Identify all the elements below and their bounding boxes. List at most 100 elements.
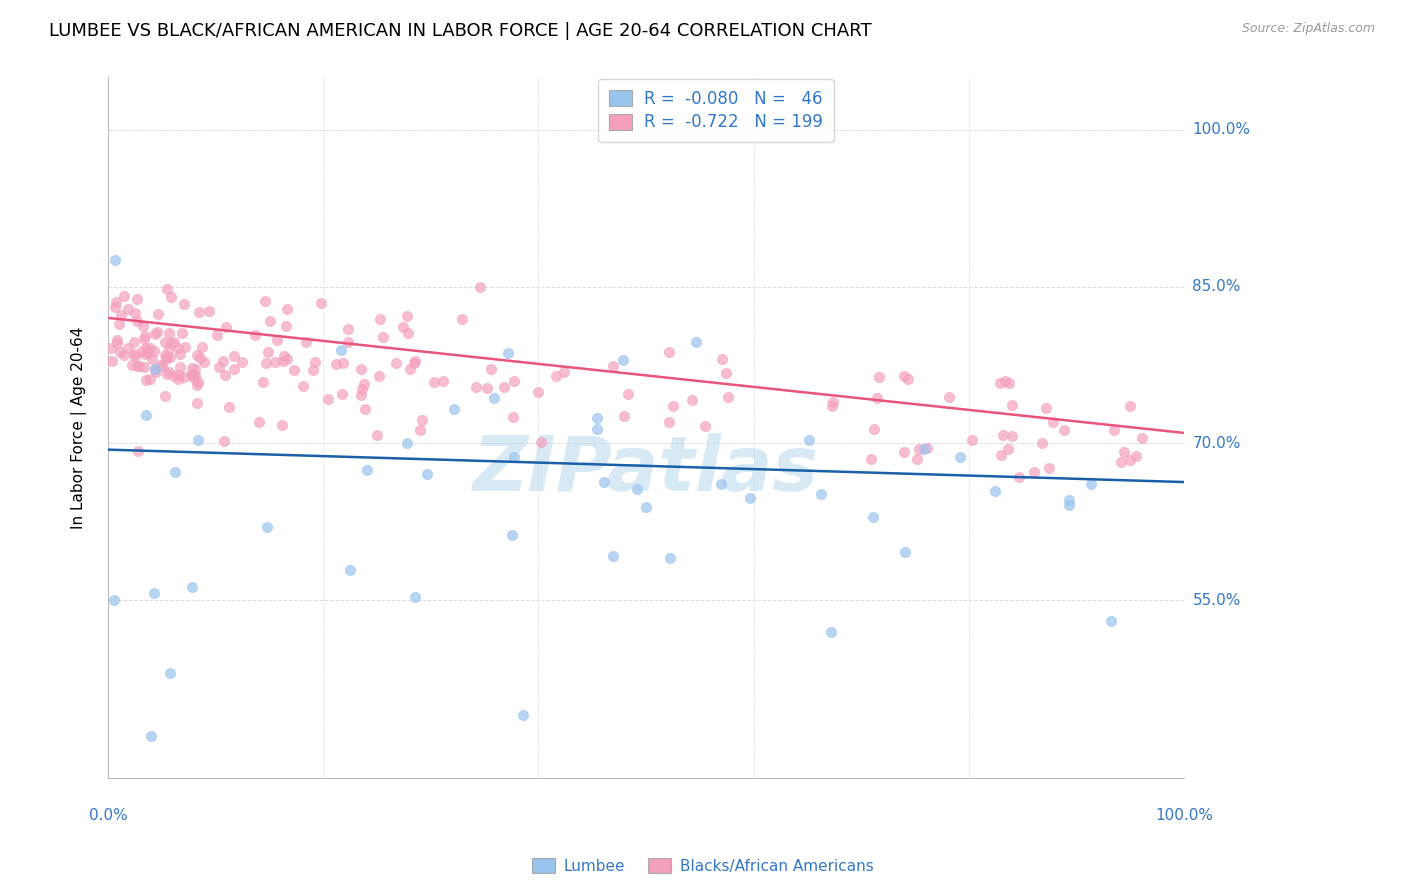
Point xyxy=(544,368,567,383)
Point xyxy=(612,352,634,367)
Point xyxy=(464,380,486,394)
Point xyxy=(938,390,960,404)
Point xyxy=(135,409,157,423)
Point xyxy=(949,450,972,464)
Point xyxy=(127,292,149,306)
Point xyxy=(146,307,169,321)
Point xyxy=(153,334,176,349)
Point xyxy=(186,396,208,410)
Point xyxy=(188,351,211,366)
Text: ZIPatlas: ZIPatlas xyxy=(472,433,820,507)
Point xyxy=(107,333,129,347)
Point xyxy=(105,295,128,310)
Point xyxy=(385,355,408,369)
Point xyxy=(145,365,167,379)
Point xyxy=(222,349,245,363)
Point xyxy=(110,308,132,322)
Point xyxy=(990,448,1012,462)
Point xyxy=(868,370,890,384)
Point xyxy=(127,444,149,458)
Point xyxy=(183,371,205,385)
Point xyxy=(823,395,845,409)
Point xyxy=(101,354,124,368)
Point xyxy=(273,349,295,363)
Point xyxy=(1080,477,1102,491)
Point xyxy=(135,373,157,387)
Point xyxy=(253,293,276,308)
Point xyxy=(198,304,221,318)
Point xyxy=(169,347,191,361)
Point xyxy=(1031,436,1053,450)
Point xyxy=(912,442,935,456)
Point xyxy=(602,359,624,373)
Point xyxy=(443,402,465,417)
Point xyxy=(132,359,155,374)
Point xyxy=(585,422,607,436)
Point xyxy=(283,363,305,377)
Point xyxy=(304,355,326,369)
Point xyxy=(139,372,162,386)
Point xyxy=(503,450,526,465)
Point xyxy=(231,355,253,369)
Point xyxy=(143,343,166,358)
Point xyxy=(193,355,215,369)
Point xyxy=(398,362,420,376)
Point xyxy=(512,708,534,723)
Point xyxy=(124,349,146,363)
Point xyxy=(1000,398,1022,412)
Point xyxy=(271,353,294,368)
Point xyxy=(451,312,474,326)
Point xyxy=(155,348,177,362)
Point xyxy=(366,428,388,442)
Point xyxy=(325,357,347,371)
Point xyxy=(658,345,681,359)
Point xyxy=(163,369,186,384)
Point xyxy=(416,467,439,481)
Point xyxy=(134,329,156,343)
Point xyxy=(658,415,681,429)
Point xyxy=(332,356,354,370)
Point xyxy=(208,359,231,374)
Point xyxy=(143,327,166,342)
Point xyxy=(396,310,419,324)
Point xyxy=(214,368,236,382)
Point xyxy=(167,368,190,382)
Point xyxy=(354,402,377,417)
Point xyxy=(309,295,332,310)
Text: 100.0%: 100.0% xyxy=(1156,808,1213,823)
Point xyxy=(173,297,195,311)
Point xyxy=(993,428,1015,442)
Point xyxy=(1038,461,1060,475)
Point xyxy=(859,451,882,466)
Point xyxy=(104,300,127,314)
Point xyxy=(212,353,235,368)
Point xyxy=(132,332,155,346)
Point xyxy=(276,301,298,316)
Point xyxy=(316,392,339,406)
Point xyxy=(274,319,297,334)
Point xyxy=(997,376,1019,391)
Point xyxy=(173,369,195,384)
Point xyxy=(141,729,163,743)
Point xyxy=(243,327,266,342)
Point xyxy=(716,366,738,380)
Point xyxy=(169,359,191,374)
Point xyxy=(181,367,204,381)
Point xyxy=(247,415,270,429)
Point xyxy=(276,351,298,366)
Point xyxy=(661,399,683,413)
Point xyxy=(117,341,139,355)
Text: LUMBEE VS BLACK/AFRICAN AMERICAN IN LABOR FORCE | AGE 20-64 CORRELATION CHART: LUMBEE VS BLACK/AFRICAN AMERICAN IN LABO… xyxy=(49,22,872,40)
Point xyxy=(259,314,281,328)
Point xyxy=(218,401,240,415)
Point xyxy=(339,563,361,577)
Point xyxy=(150,359,173,373)
Point xyxy=(477,381,499,395)
Point xyxy=(174,341,197,355)
Point xyxy=(108,344,131,359)
Point xyxy=(121,358,143,372)
Point xyxy=(167,372,190,386)
Point xyxy=(1130,431,1153,445)
Point xyxy=(181,368,204,382)
Point xyxy=(125,314,148,328)
